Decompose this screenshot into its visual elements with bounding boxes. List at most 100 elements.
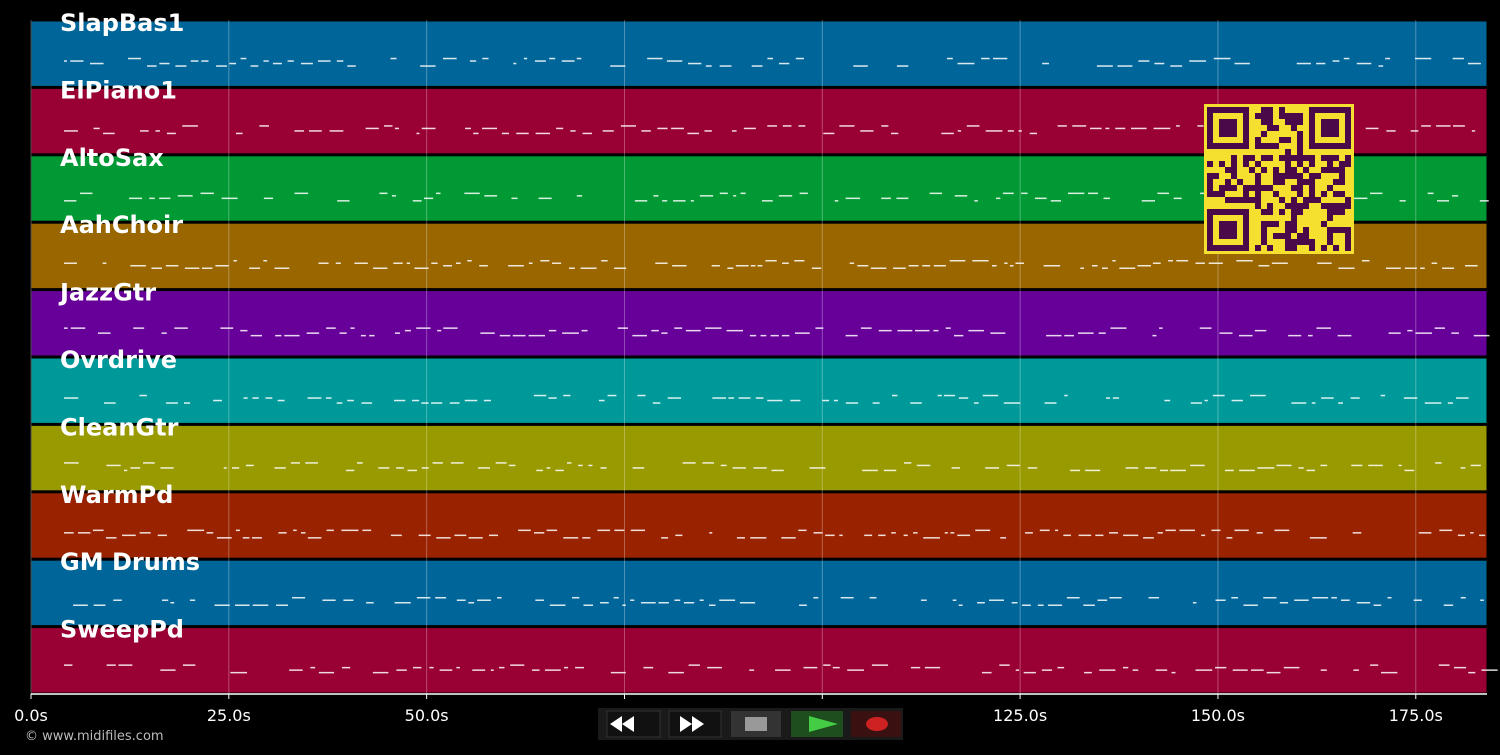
note bbox=[289, 669, 303, 671]
qr-cell bbox=[1321, 167, 1327, 173]
note bbox=[699, 599, 704, 601]
note bbox=[301, 62, 313, 65]
note bbox=[933, 329, 939, 332]
note bbox=[991, 264, 997, 267]
note bbox=[1435, 462, 1442, 464]
note bbox=[767, 399, 783, 402]
note bbox=[853, 65, 868, 67]
note bbox=[1279, 601, 1289, 604]
note bbox=[456, 666, 460, 669]
note bbox=[1011, 601, 1018, 604]
qr-cell bbox=[1303, 197, 1309, 203]
note bbox=[243, 397, 248, 399]
note bbox=[1057, 666, 1065, 669]
note bbox=[272, 62, 282, 65]
note bbox=[436, 537, 451, 539]
note bbox=[533, 394, 547, 397]
note bbox=[512, 334, 526, 337]
note bbox=[390, 534, 402, 537]
note bbox=[813, 532, 823, 534]
note bbox=[552, 262, 562, 264]
qr-cell bbox=[1327, 209, 1333, 215]
note bbox=[1455, 397, 1469, 399]
note bbox=[549, 57, 556, 60]
note bbox=[719, 192, 728, 195]
note bbox=[653, 195, 659, 197]
stop-button[interactable] bbox=[731, 711, 781, 737]
note bbox=[347, 399, 354, 402]
note bbox=[325, 397, 332, 399]
note bbox=[1043, 264, 1061, 267]
qr-cell bbox=[1345, 197, 1351, 203]
note bbox=[106, 464, 121, 467]
forward-button[interactable] bbox=[668, 710, 722, 738]
qr-cell bbox=[1297, 113, 1303, 119]
qr-cell bbox=[1333, 167, 1339, 173]
record-icon bbox=[866, 717, 888, 731]
note bbox=[981, 57, 990, 60]
note bbox=[869, 596, 877, 599]
note bbox=[416, 132, 420, 135]
note bbox=[556, 127, 564, 130]
qr-cell bbox=[1339, 203, 1345, 209]
note bbox=[798, 529, 807, 532]
note bbox=[643, 666, 654, 669]
note bbox=[535, 132, 551, 135]
note bbox=[464, 192, 480, 195]
note bbox=[570, 130, 576, 132]
play-button[interactable] bbox=[791, 711, 843, 737]
note bbox=[149, 197, 155, 200]
qr-cell bbox=[1207, 185, 1213, 191]
qr-cell bbox=[1249, 155, 1255, 161]
note bbox=[849, 262, 855, 264]
note bbox=[597, 529, 611, 532]
note bbox=[845, 334, 858, 337]
note bbox=[1063, 534, 1071, 537]
qr-cell bbox=[1243, 155, 1249, 161]
note bbox=[161, 332, 167, 334]
note bbox=[129, 197, 143, 200]
qr-cell bbox=[1273, 233, 1279, 239]
qr-cell bbox=[1255, 143, 1261, 149]
rewind-button[interactable] bbox=[606, 710, 661, 738]
note bbox=[220, 327, 234, 329]
note bbox=[957, 534, 971, 537]
qr-cell bbox=[1267, 245, 1273, 251]
qr-cell bbox=[1255, 191, 1261, 197]
note bbox=[420, 65, 436, 67]
note bbox=[1317, 262, 1332, 264]
note bbox=[435, 192, 441, 195]
note bbox=[1117, 65, 1133, 67]
qr-finder bbox=[1219, 119, 1237, 137]
note bbox=[345, 469, 355, 472]
note bbox=[287, 60, 294, 62]
record-button[interactable] bbox=[851, 711, 901, 737]
note bbox=[794, 332, 810, 334]
note bbox=[200, 192, 214, 195]
note bbox=[356, 462, 363, 464]
note bbox=[1451, 332, 1459, 334]
qr-cell bbox=[1279, 233, 1285, 239]
note bbox=[949, 259, 966, 262]
note bbox=[711, 264, 720, 267]
note bbox=[528, 334, 546, 337]
track-name: WarmPd bbox=[60, 481, 173, 509]
note bbox=[1308, 334, 1313, 337]
note bbox=[1201, 534, 1206, 537]
note bbox=[143, 462, 155, 464]
note bbox=[910, 402, 922, 404]
note bbox=[1418, 532, 1432, 534]
qr-cell bbox=[1261, 155, 1267, 161]
note bbox=[1398, 464, 1402, 467]
note bbox=[1101, 267, 1108, 269]
note bbox=[989, 599, 1004, 601]
note bbox=[957, 130, 962, 132]
qr-cell bbox=[1339, 161, 1345, 167]
qr-cell bbox=[1255, 179, 1261, 185]
note bbox=[147, 65, 157, 67]
note bbox=[1407, 329, 1413, 332]
qr-cell bbox=[1291, 215, 1297, 221]
note bbox=[598, 399, 605, 402]
note bbox=[536, 469, 543, 472]
note bbox=[674, 599, 681, 601]
